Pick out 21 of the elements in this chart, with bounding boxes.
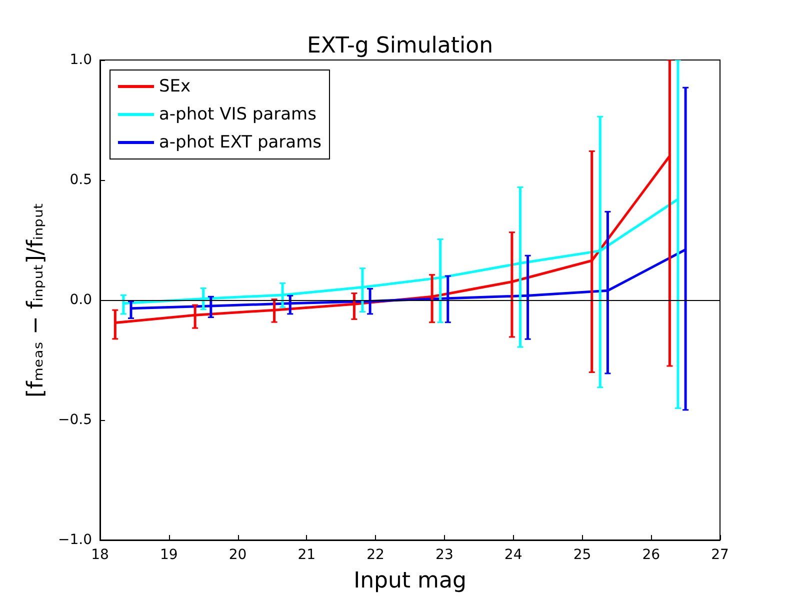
x-tick-label: 22 xyxy=(366,547,384,563)
x-tick-label: 20 xyxy=(228,547,247,563)
x-tick-label: 21 xyxy=(298,547,316,563)
x-tick-label: 19 xyxy=(160,547,178,563)
x-axis-title: Input mag xyxy=(354,568,466,594)
x-tick-label: 24 xyxy=(504,547,522,563)
legend-label: a-phot VIS params xyxy=(159,104,317,124)
legend-label: SEx xyxy=(159,76,191,96)
x-tick-label: 27 xyxy=(711,547,729,563)
y-tick-label: 0.5 xyxy=(70,172,92,188)
y-axis-title: [fₘₑₐₛ − fᵢₙₚᵤₜ]/fᵢₙₚᵤₜ xyxy=(24,202,49,398)
legend-label: a-phot EXT params xyxy=(159,132,322,152)
y-tick-label: 1.0 xyxy=(70,52,92,68)
x-tick-label: 26 xyxy=(642,547,660,563)
x-tick-label: 23 xyxy=(436,547,454,563)
chart-title: EXT-g Simulation xyxy=(306,34,494,58)
y-tick-label: −1.0 xyxy=(58,532,92,548)
x-tick-label: 25 xyxy=(573,547,592,563)
x-tick-label: 18 xyxy=(91,547,109,563)
y-tick-label: −0.5 xyxy=(58,412,92,428)
y-tick-label: 0.0 xyxy=(70,292,92,308)
